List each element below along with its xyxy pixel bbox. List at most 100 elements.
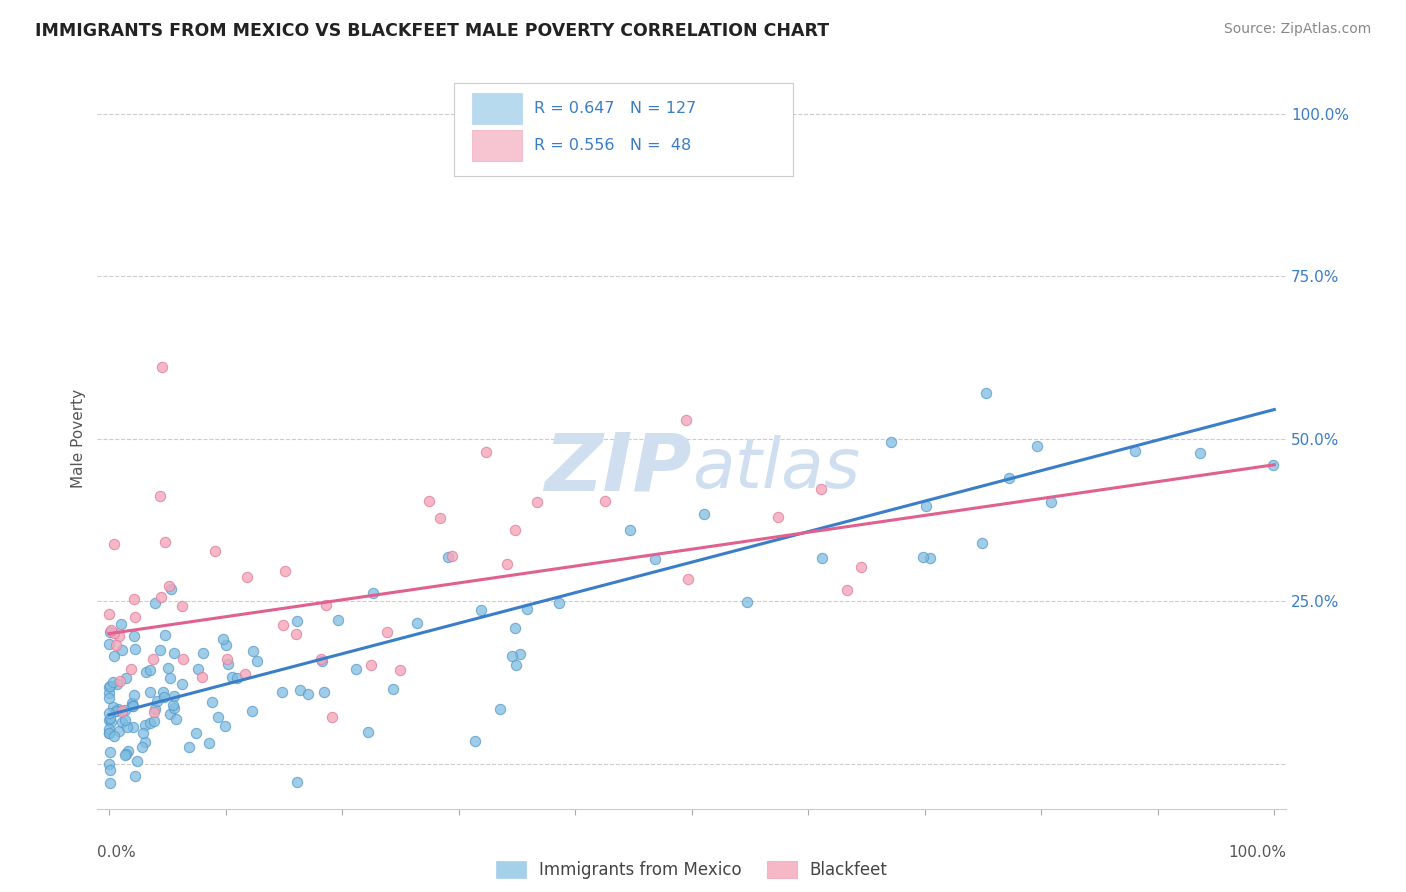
Point <box>693 507 716 521</box>
Point <box>271 617 294 632</box>
Point <box>236 570 259 584</box>
Point <box>915 499 938 513</box>
Point <box>157 661 180 675</box>
Point <box>204 544 226 558</box>
Point <box>122 688 145 702</box>
Point <box>163 646 186 660</box>
Point <box>114 671 136 685</box>
Point <box>505 657 527 672</box>
Text: R = 0.647   N = 127: R = 0.647 N = 127 <box>533 101 696 116</box>
Point <box>976 386 998 401</box>
Point <box>187 662 209 676</box>
Point <box>198 736 221 750</box>
FancyBboxPatch shape <box>472 93 522 124</box>
Point <box>406 616 429 631</box>
Point <box>101 699 124 714</box>
Text: atlas: atlas <box>692 435 859 502</box>
Point <box>246 654 269 668</box>
Point <box>1188 446 1211 460</box>
Point <box>122 591 145 606</box>
Point <box>108 629 131 643</box>
Point <box>98 690 121 705</box>
Text: R = 0.556   N =  48: R = 0.556 N = 48 <box>533 138 690 153</box>
Point <box>142 651 165 665</box>
Point <box>114 703 136 717</box>
Point <box>149 591 172 605</box>
Point <box>135 665 157 679</box>
Point <box>98 679 121 693</box>
Point <box>114 747 136 762</box>
Point <box>191 646 214 660</box>
Point <box>98 680 121 694</box>
Point <box>496 557 519 571</box>
Point <box>273 565 295 579</box>
Point <box>475 445 498 459</box>
Point <box>163 701 186 715</box>
Point <box>98 745 121 759</box>
Point <box>117 720 139 734</box>
Point <box>382 682 405 697</box>
Point <box>98 706 121 720</box>
Text: Source: ZipAtlas.com: Source: ZipAtlas.com <box>1223 22 1371 37</box>
Point <box>644 552 666 566</box>
Point <box>297 687 319 701</box>
Point <box>103 729 125 743</box>
Point <box>131 740 153 755</box>
Point <box>970 536 993 550</box>
Point <box>172 652 194 666</box>
Point <box>165 713 187 727</box>
Point <box>766 510 789 524</box>
Point <box>835 582 858 597</box>
Text: 0.0%: 0.0% <box>97 845 136 860</box>
Point <box>240 705 263 719</box>
Text: IMMIGRANTS FROM MEXICO VS BLACKFEET MALE POVERTY CORRELATION CHART: IMMIGRANTS FROM MEXICO VS BLACKFEET MALE… <box>35 22 830 40</box>
Point <box>152 685 174 699</box>
Point <box>619 523 641 537</box>
Point <box>361 585 384 599</box>
Point <box>315 598 337 612</box>
Point <box>593 494 616 508</box>
Point <box>201 694 224 708</box>
Point <box>470 603 492 617</box>
Point <box>285 627 308 641</box>
Point <box>157 579 180 593</box>
Point <box>111 704 134 718</box>
Point <box>271 685 294 699</box>
Point <box>98 763 121 777</box>
Point <box>1040 495 1063 509</box>
Point <box>100 624 122 638</box>
Point <box>1025 439 1047 453</box>
Point <box>489 702 512 716</box>
Point <box>143 714 166 728</box>
Point <box>138 684 160 698</box>
Point <box>108 673 131 688</box>
Point <box>153 628 176 642</box>
Point <box>153 690 176 705</box>
Point <box>440 549 463 563</box>
Point <box>121 696 143 710</box>
FancyBboxPatch shape <box>472 130 522 161</box>
Point <box>121 698 143 713</box>
Point <box>149 489 172 503</box>
Point <box>139 715 162 730</box>
Point <box>998 470 1021 484</box>
Point <box>309 652 332 666</box>
Point <box>346 662 368 676</box>
Point <box>328 613 350 627</box>
Point <box>124 769 146 783</box>
Point <box>214 638 236 652</box>
Point <box>98 726 121 740</box>
Point <box>114 713 136 727</box>
Point <box>360 657 382 672</box>
Point <box>217 657 239 671</box>
Point <box>139 663 162 677</box>
Point <box>159 706 181 721</box>
Point <box>170 676 193 690</box>
Point <box>217 651 239 665</box>
Point <box>110 643 132 657</box>
Point <box>172 599 194 614</box>
Point <box>211 632 233 647</box>
Point <box>98 722 121 736</box>
Point <box>418 494 440 508</box>
Point <box>103 536 125 550</box>
